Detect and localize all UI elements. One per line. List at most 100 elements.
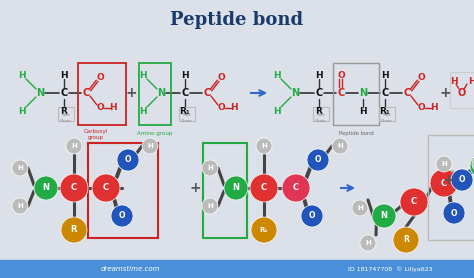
- Text: C: C: [411, 197, 417, 207]
- Text: O: O: [315, 155, 321, 165]
- Text: Chain: Chain: [381, 119, 393, 123]
- Bar: [313, 107, 329, 121]
- Text: O: O: [309, 212, 315, 220]
- Text: N: N: [157, 88, 165, 98]
- Text: H: H: [18, 106, 26, 115]
- Text: H: H: [207, 203, 213, 209]
- Bar: [139, 63, 171, 125]
- Circle shape: [92, 174, 120, 202]
- Text: H: H: [441, 161, 447, 167]
- Circle shape: [61, 217, 87, 243]
- Text: Amino group: Amino group: [137, 130, 173, 135]
- Text: H: H: [230, 103, 238, 113]
- Text: C: C: [441, 178, 447, 187]
- Text: C: C: [103, 183, 109, 192]
- Text: C: C: [82, 88, 90, 98]
- Text: O: O: [451, 208, 457, 217]
- Circle shape: [332, 138, 348, 154]
- Circle shape: [436, 156, 452, 172]
- Text: H: H: [365, 240, 371, 246]
- Text: C: C: [182, 88, 189, 98]
- Text: H: H: [71, 143, 77, 149]
- Text: Peptide bond: Peptide bond: [338, 130, 374, 135]
- Text: Carboxyl: Carboxyl: [84, 128, 108, 133]
- Circle shape: [451, 169, 473, 191]
- Text: O: O: [417, 73, 425, 83]
- Text: O: O: [217, 73, 225, 83]
- Text: H: H: [18, 71, 26, 80]
- Text: H: H: [337, 143, 343, 149]
- Text: N: N: [291, 88, 299, 98]
- Circle shape: [360, 235, 376, 251]
- Text: O: O: [125, 155, 131, 165]
- Circle shape: [111, 205, 133, 227]
- Text: Side: Side: [62, 113, 71, 117]
- Text: O: O: [417, 103, 425, 113]
- Circle shape: [430, 169, 458, 197]
- Text: R: R: [316, 106, 322, 115]
- Circle shape: [400, 188, 428, 216]
- Circle shape: [60, 174, 88, 202]
- Text: H: H: [207, 165, 213, 171]
- Text: H: H: [147, 143, 153, 149]
- Text: R₁: R₁: [180, 106, 191, 115]
- Bar: [203, 143, 247, 238]
- Bar: [0, 260, 474, 278]
- Text: O: O: [96, 73, 104, 83]
- Text: Side: Side: [317, 113, 326, 117]
- Bar: [78, 63, 126, 125]
- Bar: [379, 107, 395, 121]
- Text: H: H: [315, 71, 323, 80]
- Text: R: R: [71, 225, 77, 235]
- Text: Side: Side: [383, 113, 392, 117]
- Circle shape: [282, 174, 310, 202]
- Text: N: N: [43, 183, 49, 192]
- Circle shape: [470, 154, 474, 178]
- Text: Side: Side: [182, 113, 191, 117]
- Text: N: N: [36, 88, 44, 98]
- Text: H: H: [261, 143, 267, 149]
- Text: C: C: [382, 88, 389, 98]
- Text: C: C: [315, 88, 323, 98]
- Text: H: H: [468, 76, 474, 86]
- Text: Peptide bond: Peptide bond: [171, 11, 303, 29]
- Text: O: O: [119, 212, 125, 220]
- Text: R: R: [403, 235, 409, 244]
- Text: H: H: [430, 103, 438, 113]
- Bar: [88, 143, 158, 238]
- Text: C: C: [71, 183, 77, 192]
- Text: O: O: [337, 71, 345, 80]
- Bar: [179, 107, 195, 121]
- Text: dreamstime.com: dreamstime.com: [100, 266, 160, 272]
- Circle shape: [393, 227, 419, 253]
- Text: C: C: [403, 88, 410, 98]
- Circle shape: [472, 156, 474, 172]
- Text: H: H: [17, 203, 23, 209]
- Text: N: N: [233, 183, 239, 192]
- Text: H: H: [273, 71, 281, 80]
- Text: H: H: [381, 71, 389, 80]
- Circle shape: [256, 138, 272, 154]
- Text: N: N: [381, 212, 388, 220]
- Text: group: group: [88, 135, 104, 140]
- Circle shape: [12, 198, 28, 214]
- Bar: [428, 135, 474, 240]
- Circle shape: [307, 149, 329, 171]
- Text: +: +: [125, 86, 137, 100]
- Circle shape: [250, 174, 278, 202]
- Text: C: C: [337, 88, 345, 98]
- Text: C: C: [261, 183, 267, 192]
- Circle shape: [224, 176, 248, 200]
- Circle shape: [443, 202, 465, 224]
- Circle shape: [352, 200, 368, 216]
- Text: H: H: [359, 106, 367, 115]
- Text: +: +: [439, 86, 451, 100]
- Circle shape: [34, 176, 58, 200]
- Circle shape: [372, 204, 396, 228]
- Circle shape: [66, 138, 82, 154]
- Circle shape: [251, 217, 277, 243]
- Bar: [58, 107, 74, 121]
- Bar: [450, 72, 474, 108]
- Text: C: C: [293, 183, 299, 192]
- Circle shape: [301, 205, 323, 227]
